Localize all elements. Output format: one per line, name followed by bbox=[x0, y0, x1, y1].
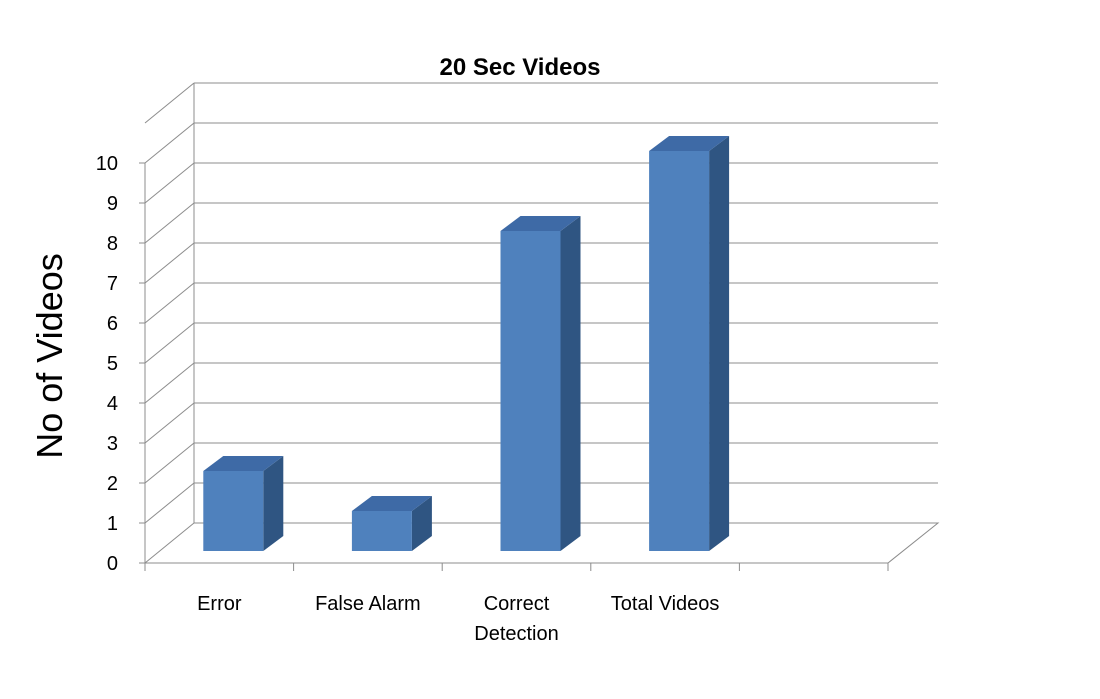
gridline-side bbox=[144, 362, 195, 404]
y-axis-label: No of Videos bbox=[29, 253, 70, 458]
gridline-side bbox=[144, 442, 195, 484]
bar-side bbox=[709, 136, 730, 551]
y-tick-label: 9 bbox=[107, 193, 118, 215]
x-category-label: False Alarm bbox=[315, 593, 421, 615]
y-tick-label: 2 bbox=[107, 473, 118, 495]
x-axis-categories: Error False Alarm Correct Detection Total Vi… bbox=[197, 593, 719, 645]
y-tick-label: 1 bbox=[107, 513, 118, 535]
y-tick-label: 8 bbox=[107, 233, 118, 255]
bar-top bbox=[500, 216, 581, 231]
bar bbox=[500, 216, 581, 551]
gridline-side bbox=[144, 162, 195, 204]
gridline-side bbox=[144, 522, 195, 564]
bar-front bbox=[203, 471, 264, 551]
bars bbox=[203, 136, 730, 551]
bar-front bbox=[500, 231, 561, 551]
bar bbox=[203, 456, 284, 551]
y-tick-label: 10 bbox=[96, 153, 118, 175]
y-axis: 0 1 2 3 4 5 6 7 8 9 10 bbox=[96, 153, 889, 575]
bar bbox=[649, 136, 730, 551]
bar-top bbox=[351, 496, 432, 511]
gridline-side bbox=[144, 322, 195, 364]
gridline-side bbox=[144, 122, 195, 164]
bar bbox=[351, 496, 432, 551]
bar-side bbox=[411, 496, 432, 551]
gridline-side bbox=[144, 202, 195, 244]
y-tick-label: 3 bbox=[107, 433, 118, 455]
y-tick-label: 5 bbox=[107, 353, 118, 375]
y-tick-label: 0 bbox=[107, 553, 118, 575]
bar-top bbox=[649, 136, 730, 151]
gridline-side bbox=[144, 402, 195, 444]
gridline-side bbox=[144, 82, 195, 124]
gridline-side bbox=[144, 482, 195, 524]
x-category-label: Correct Detection bbox=[474, 593, 559, 645]
x-category-label: Error bbox=[197, 593, 242, 615]
bar-top bbox=[203, 456, 284, 471]
x-category-label: Total Videos bbox=[611, 593, 720, 615]
bar-front bbox=[649, 151, 710, 551]
bar-side bbox=[263, 456, 284, 551]
chart-title: 20 Sec Videos bbox=[440, 54, 601, 81]
gridline-side bbox=[144, 242, 195, 284]
bar-front bbox=[351, 511, 412, 551]
gridline-side bbox=[144, 282, 195, 324]
y-tick-label: 4 bbox=[107, 393, 118, 415]
bar-side bbox=[560, 216, 581, 551]
y-tick-label: 6 bbox=[107, 313, 118, 335]
y-tick-label: 7 bbox=[107, 273, 118, 295]
